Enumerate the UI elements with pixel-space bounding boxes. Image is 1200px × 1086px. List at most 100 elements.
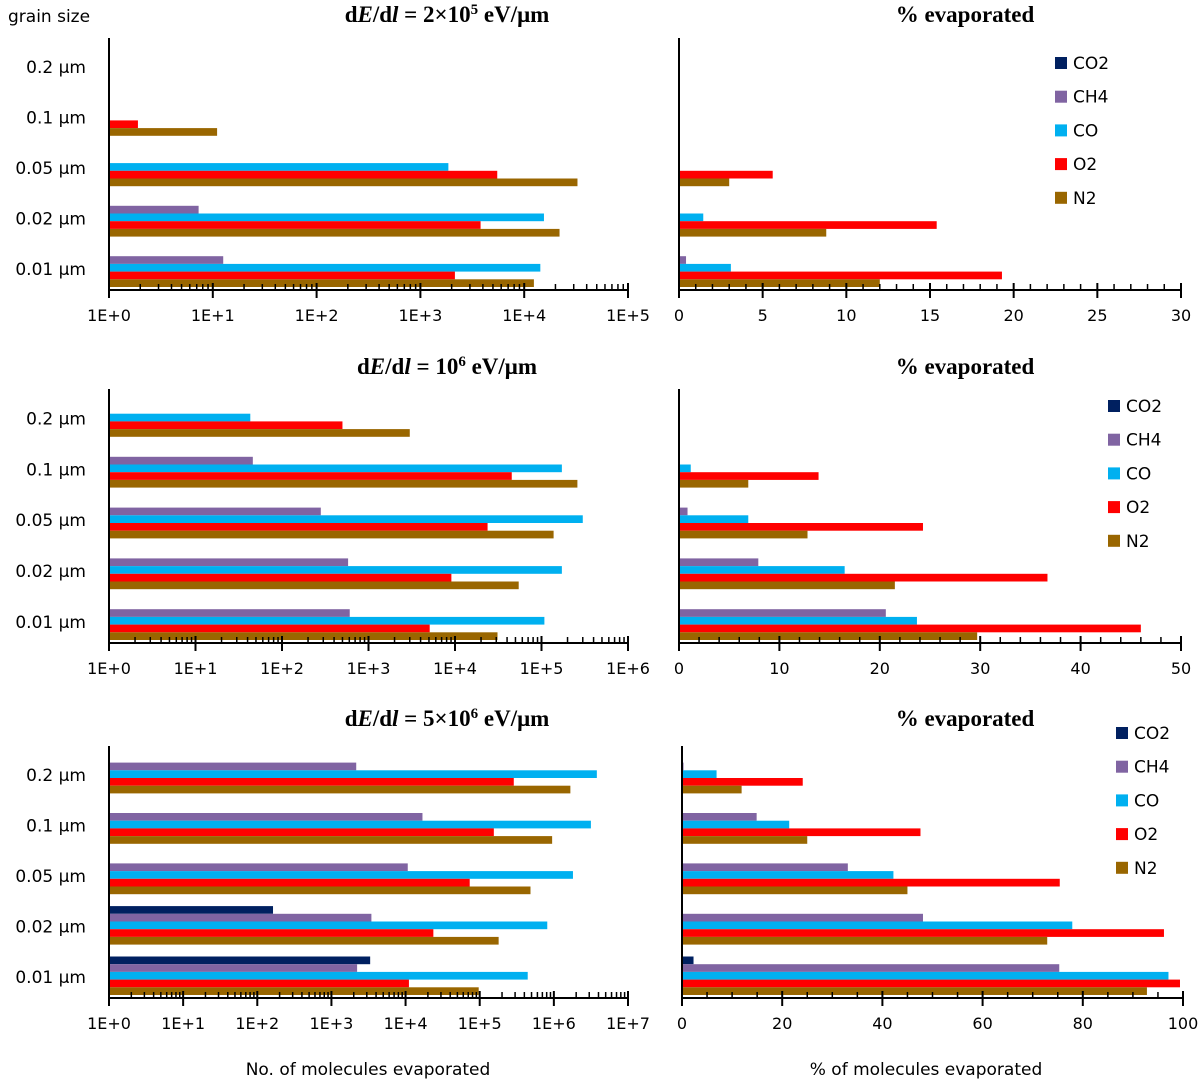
bar-co (679, 213, 704, 222)
bar-ch4 (109, 507, 321, 516)
bar-ch4 (109, 964, 358, 972)
panel-count-2e5: dE/dl = 2×105 eV/μm 0.2 μm 0.1 μm 0.05 μm 0.… (15, 2, 650, 325)
title-part: 6 (458, 354, 466, 370)
legend-label: CO (1126, 464, 1151, 484)
tick-label: 1E+3 (347, 659, 391, 678)
legend-swatch (1055, 57, 1067, 69)
bar-n2 (109, 530, 554, 539)
legend-swatch (1055, 90, 1067, 103)
category-label: 0.05 μm (15, 867, 86, 887)
tick-label: 25 (1087, 306, 1107, 325)
bar-o2 (109, 421, 343, 430)
bar-o2 (679, 523, 923, 531)
tick-label: 1E+2 (295, 306, 339, 325)
chart-title: % evaporated (896, 2, 1035, 27)
bar-ch4 (109, 913, 372, 922)
legend-item-co: CO (1055, 121, 1098, 141)
title-part: E (357, 706, 373, 731)
tick-label: 1E+6 (532, 1014, 576, 1033)
category-label: 0.1 μm (26, 109, 86, 129)
bar-n2 (679, 178, 730, 187)
bar-ch4 (682, 964, 1060, 972)
bar-co (682, 921, 1073, 930)
bar-o2 (109, 120, 138, 129)
grain-size-label: grain size (8, 7, 90, 27)
bar-n2 (682, 987, 1147, 995)
legend-swatch (1116, 861, 1128, 874)
bar-o2 (682, 979, 1180, 988)
bar-co (682, 820, 790, 829)
category-label: 0.05 μm (15, 159, 86, 179)
category-label: 0.2 μm (26, 58, 86, 78)
bar-ch4 (682, 813, 757, 821)
bar-o2 (682, 778, 803, 786)
bar-co (109, 515, 583, 523)
legend-item-ch4: CH4 (1116, 758, 1169, 778)
bar-co2 (109, 956, 371, 965)
tick-label: 60 (972, 1014, 992, 1033)
bar-ch4 (109, 558, 349, 567)
bar-o2 (109, 979, 409, 988)
title-part: /d (372, 706, 392, 731)
bar-o2 (109, 170, 498, 179)
bar-o2 (679, 271, 1002, 280)
tick-label: 5 (758, 306, 768, 325)
title-part: E (369, 354, 385, 379)
bar-co2 (682, 956, 694, 965)
bar-o2 (109, 778, 514, 786)
bar-o2 (109, 573, 452, 582)
tick-label: 80 (1073, 1014, 1093, 1033)
bar-n2 (109, 886, 531, 895)
tick-label: 100 (1168, 1014, 1199, 1033)
category-label: 0.2 μm (26, 410, 86, 430)
bar-n2 (109, 632, 498, 640)
tick-label: 1E+5 (458, 1014, 502, 1033)
category-label: 0.1 μm (26, 817, 86, 837)
bar-n2 (109, 279, 534, 287)
chart-title: dE/dl = 2×105 eV/μm (345, 2, 550, 27)
bar-ch4 (109, 813, 423, 821)
tick-label: 1E+1 (161, 1014, 205, 1033)
right-xlabel: % of molecules evaporated (810, 1060, 1043, 1080)
bar-o2 (109, 523, 488, 531)
legend-swatch (1055, 158, 1067, 171)
bar-o2 (682, 828, 921, 837)
legend-label: N2 (1126, 532, 1150, 552)
bar-n2 (682, 936, 1048, 945)
bar-co (679, 464, 691, 473)
title-part: = 10 (411, 354, 459, 379)
title-part: /d (384, 354, 404, 379)
legend-label: CH4 (1126, 431, 1161, 451)
tick-label: 1E+7 (606, 1014, 650, 1033)
bar-n2 (679, 530, 808, 539)
legend-item-co2: CO2 (1116, 724, 1170, 744)
bar-o2 (679, 170, 773, 179)
title-part: eV/μm (478, 2, 549, 27)
legend-swatch (1108, 501, 1120, 514)
legend-item-o2: O2 (1055, 155, 1097, 175)
bar-ch4 (109, 456, 253, 465)
legend-swatch (1055, 191, 1067, 204)
tick-label: 1E+0 (87, 659, 131, 678)
bar-ch4 (109, 863, 408, 872)
tick-label: 0 (674, 306, 684, 325)
category-label: 0.02 μm (15, 209, 86, 229)
tick-label: 20 (870, 659, 890, 678)
title-part: d (357, 354, 370, 379)
bar-co (679, 616, 917, 625)
bar-co (109, 820, 591, 829)
bar-ch4 (679, 558, 759, 567)
bar-co (109, 971, 528, 980)
bar-co (109, 163, 449, 171)
panel-count-1e6: dE/dl = 106 eV/μm 0.2 μm 0.1 μm 0.05 μm 0.02… (15, 354, 650, 678)
title-part: = 2×10 (398, 2, 470, 27)
bar-ch4 (109, 205, 199, 214)
legend-label: N2 (1073, 189, 1097, 209)
legend-label: O2 (1134, 825, 1158, 845)
title-part: 5 (471, 2, 479, 18)
bar-co (109, 770, 597, 778)
bar-co (109, 921, 548, 930)
bar-n2 (679, 479, 749, 488)
legend-label: CH4 (1134, 758, 1169, 778)
bar-co2 (109, 906, 274, 914)
